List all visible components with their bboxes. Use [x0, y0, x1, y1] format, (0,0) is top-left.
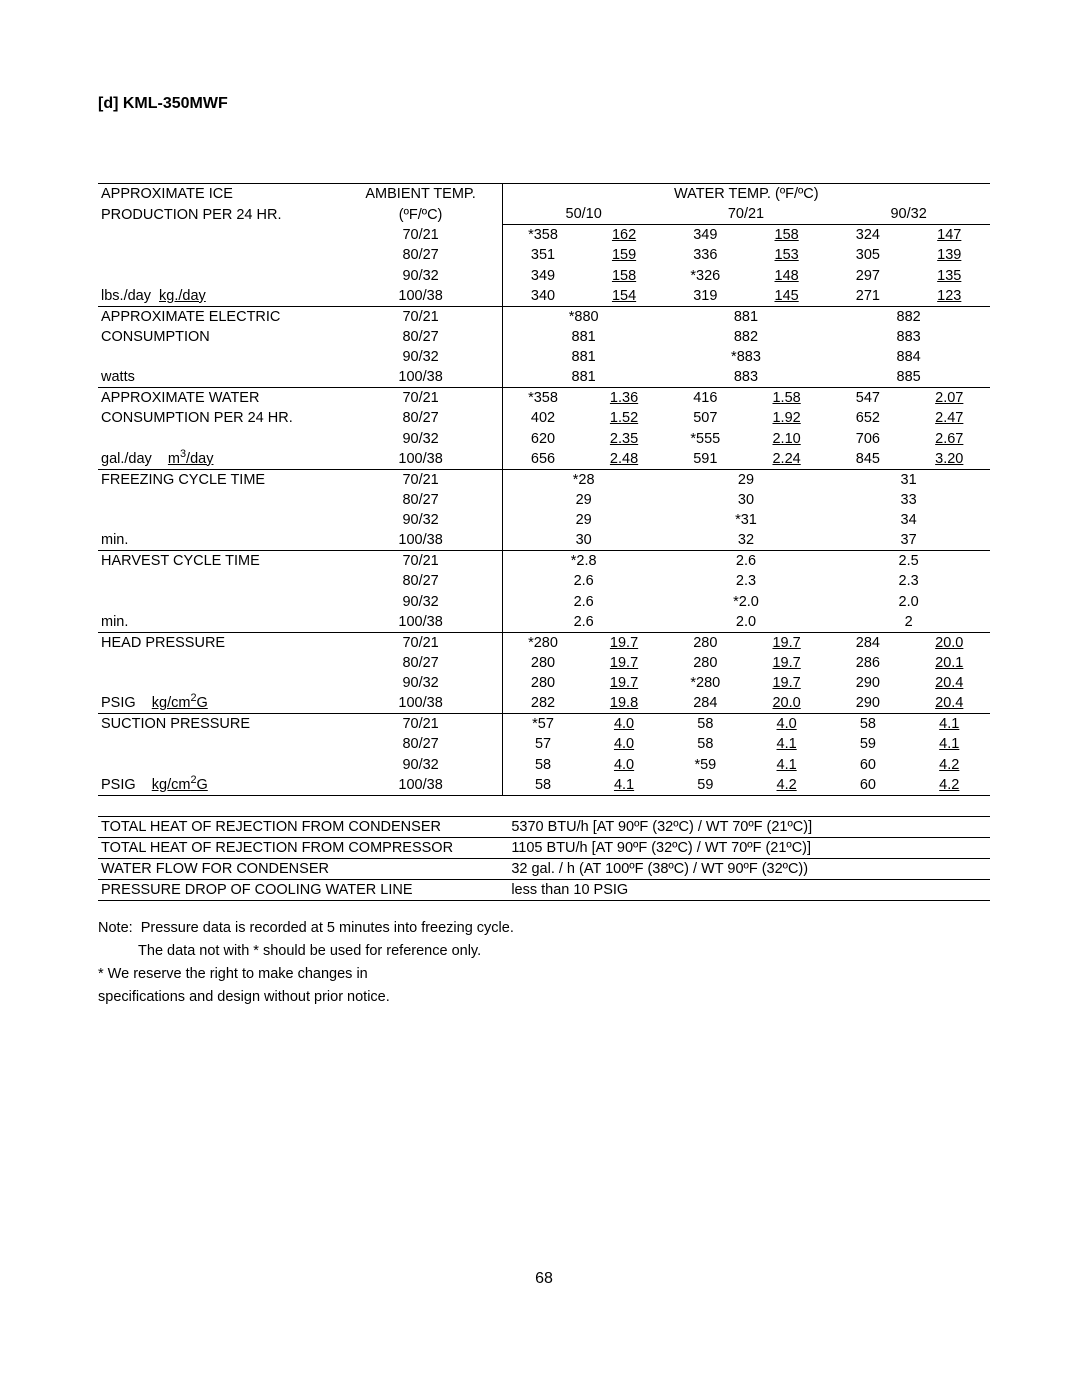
notes-block: Note: Pressure data is recorded at 5 min…: [98, 917, 990, 1010]
info-table: TOTAL HEAT OF REJECTION FROM CONDENSER53…: [98, 816, 990, 901]
page-title: [d] KML-350MWF: [98, 95, 990, 113]
page-number: 68: [98, 1270, 990, 1288]
spec-table: APPROXIMATE ICEAMBIENT TEMP.WATER TEMP. …: [98, 183, 990, 796]
